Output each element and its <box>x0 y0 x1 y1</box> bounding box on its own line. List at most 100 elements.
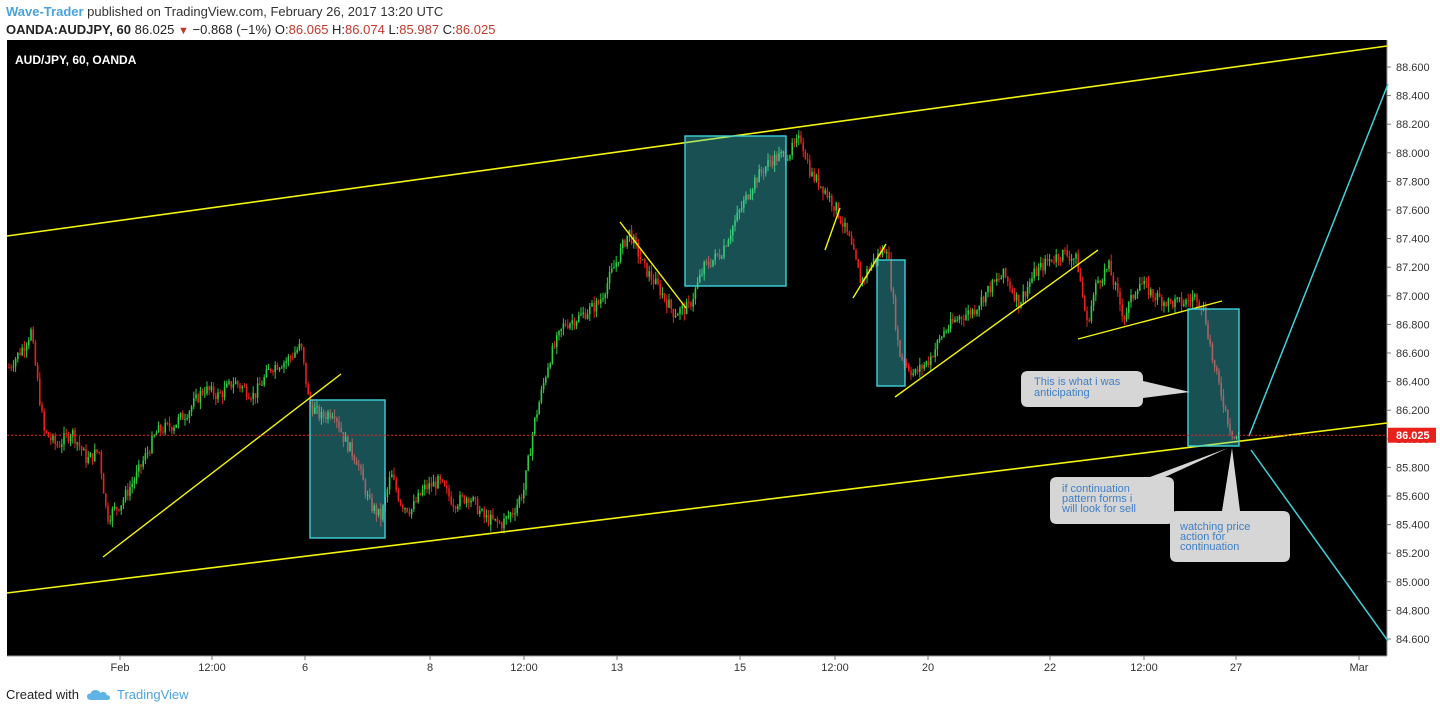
candle-body <box>1044 258 1046 271</box>
candle-body <box>1202 306 1205 310</box>
candle-body <box>586 314 589 319</box>
trendline-3[interactable] <box>824 207 841 251</box>
highlight-box-3[interactable] <box>876 259 906 387</box>
price-tick-label: 87.800 <box>1396 176 1430 188</box>
candle-body <box>1134 294 1137 299</box>
candle-body <box>353 455 356 461</box>
candle-body <box>228 381 230 384</box>
candle-body <box>1090 305 1093 322</box>
candle-body <box>171 427 173 431</box>
candle-body <box>1125 312 1128 320</box>
author-link[interactable]: Wave-Trader <box>6 4 84 19</box>
channel-upper-line[interactable] <box>6 45 1388 237</box>
price-tick-label: 85.000 <box>1396 577 1430 589</box>
callout-3[interactable]: watching price action for continuation <box>1170 448 1290 562</box>
candle-body <box>888 252 890 259</box>
trendline-1[interactable] <box>102 373 342 558</box>
candle-body <box>465 498 468 504</box>
projection-down-line[interactable] <box>1250 449 1389 642</box>
candle-body <box>1198 301 1200 307</box>
candle-body <box>866 268 868 279</box>
trendline-5[interactable] <box>894 249 1099 398</box>
candle-body <box>679 308 681 315</box>
candle-body <box>21 347 23 355</box>
candle-body <box>575 321 578 326</box>
candle-body <box>292 356 294 358</box>
candle-body <box>1062 249 1064 261</box>
candle-body <box>1218 371 1220 383</box>
candle-body <box>289 356 292 358</box>
candle-body <box>476 499 479 514</box>
candle-body <box>72 430 74 437</box>
candle-body <box>591 303 593 307</box>
candle-body <box>943 331 945 337</box>
trendline-2[interactable] <box>619 221 687 309</box>
candle-body <box>1158 293 1161 297</box>
price-chart[interactable]: This is what i was anticipating if conti… <box>0 40 1440 676</box>
time-tick-label: 12:00 <box>821 662 849 674</box>
candle-body <box>234 381 237 385</box>
highlight-box-1[interactable] <box>309 399 386 539</box>
projection-up-line[interactable] <box>1248 83 1389 437</box>
trendline-4[interactable] <box>852 243 887 299</box>
candle-body <box>164 422 166 433</box>
trendline-6[interactable] <box>1077 300 1223 340</box>
candle-body <box>1161 296 1163 306</box>
candle-body <box>1108 260 1110 269</box>
candle-body <box>514 513 516 515</box>
candle-body <box>351 442 353 456</box>
highlight-box-4[interactable] <box>1187 308 1240 447</box>
current-price-label: 86.025 <box>1396 430 1430 442</box>
candle-body <box>1114 283 1117 285</box>
time-axis-panel[interactable] <box>7 656 1387 676</box>
candle-body <box>1103 269 1106 282</box>
candle-body <box>1189 300 1192 302</box>
last-price: 86.025 <box>134 22 175 37</box>
candle-body <box>173 427 175 431</box>
candle-body <box>1011 288 1013 293</box>
candle-body <box>993 279 996 282</box>
candle-body <box>261 384 263 386</box>
candle-body <box>820 186 822 188</box>
candle-body <box>318 406 320 419</box>
candle-body <box>668 299 670 308</box>
tradingview-link[interactable]: TradingView <box>116 687 189 702</box>
candle-body <box>734 220 736 227</box>
candle-body <box>197 394 199 403</box>
callout-1[interactable]: This is what i was anticipating <box>1021 371 1190 407</box>
price-axis-panel[interactable] <box>1387 40 1440 676</box>
candle-body <box>683 305 686 315</box>
candle-body <box>151 436 153 453</box>
candle-body <box>1035 268 1038 277</box>
candle-body <box>1139 283 1141 291</box>
candle-body <box>655 278 657 285</box>
candle-body <box>622 240 624 248</box>
candle-body <box>30 329 32 341</box>
symbol-label: OANDA:AUDJPY, 60 <box>6 22 131 37</box>
candle-body <box>452 504 455 508</box>
candle-body <box>1211 344 1214 361</box>
price-tick-label: 86.200 <box>1396 405 1430 417</box>
candle-body <box>404 508 406 510</box>
candle-body <box>417 493 419 503</box>
candle-body <box>221 393 224 398</box>
highlight-box-2[interactable] <box>684 135 787 287</box>
candle-body <box>184 418 186 420</box>
candle-body <box>375 505 378 516</box>
time-tick-label: Mar <box>1350 662 1369 674</box>
candle-body <box>1066 250 1068 256</box>
candle-body <box>1075 253 1077 259</box>
time-tick-label: 20 <box>922 662 934 674</box>
candle-body <box>732 226 734 236</box>
price-tick-label: 88.400 <box>1396 91 1430 103</box>
channel-lower-line[interactable] <box>6 422 1388 594</box>
candle-body <box>1002 268 1005 278</box>
candle-body <box>241 386 243 389</box>
candle-body <box>980 296 983 307</box>
candle-body <box>881 248 884 256</box>
candle-body <box>1187 299 1189 301</box>
candle-body <box>85 449 87 463</box>
candle-body <box>670 299 672 309</box>
price-tick-label: 86.600 <box>1396 348 1430 360</box>
callout-2[interactable]: if continuation pattern forms i will loo… <box>1050 448 1228 524</box>
